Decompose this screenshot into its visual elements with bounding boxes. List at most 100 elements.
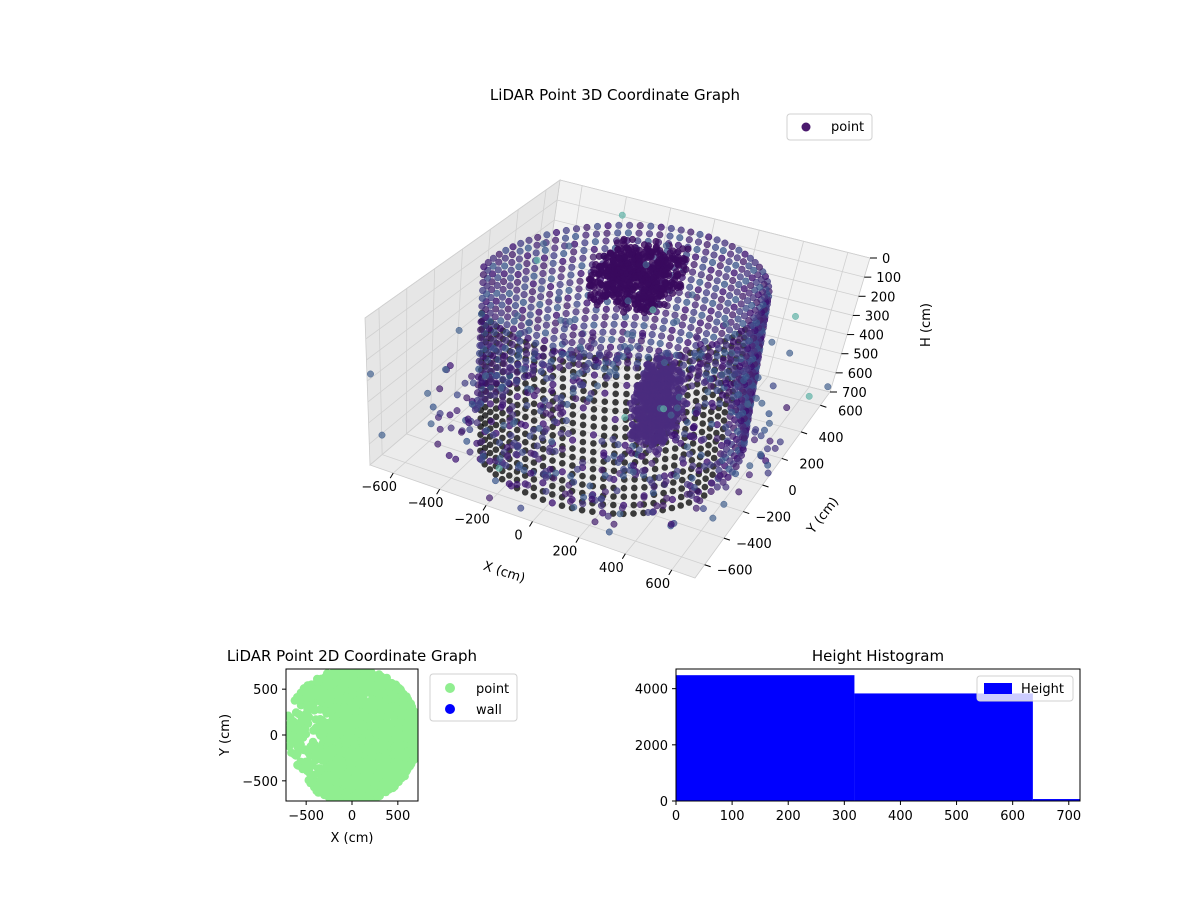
data-point-3d [671,311,679,319]
data-point-3d [729,338,737,346]
data-point-3d [533,256,541,264]
data-point-3d [694,402,702,410]
data-point-3d [677,283,685,291]
data-point-3d [492,413,500,421]
data-point-3d [530,417,538,424]
data-point-3d [546,290,554,298]
data-point-3d [545,362,553,370]
data-point-3d [579,381,587,389]
data-point-3d [617,244,626,253]
data-point-3d [491,313,499,321]
data-point-3d [476,334,484,342]
data-point-3d [699,359,707,367]
data-point-3d [662,309,670,317]
data-point-3d [701,400,709,408]
data-point-3d [649,386,657,394]
chart-2d: LiDAR Point 2D Coordinate Graph −500 0 500… [218,647,518,846]
data-point-3d [528,295,536,303]
data-point-3d [660,317,668,325]
data-point-3d [649,489,657,497]
data-point-3d [508,366,516,374]
data-point-3d [718,457,726,464]
data-point-3d [483,427,491,434]
data-point-3d [622,424,629,432]
data-point-3d [713,236,721,244]
data-point-3d [533,241,541,249]
data-point-3d [552,469,560,477]
data-point-3d [532,249,540,257]
data-point-3d [589,333,597,341]
data-point-3d [711,243,720,251]
data-point-3d [514,312,522,320]
data-point-3d [558,485,566,493]
data-point-3d [538,277,546,285]
data-point-3d [504,305,512,313]
data-point-3d [550,334,558,342]
data-point-3d [710,333,718,341]
data-point-3d [648,330,656,339]
data-point-3d [618,211,626,219]
data-point-3d [591,238,599,246]
data-point-3d [732,463,740,471]
data-point-3d [703,241,711,249]
data-point-3d [475,365,483,373]
data-point-3d [498,293,507,301]
data-point-3d [491,321,499,329]
data-point-3d [696,340,704,348]
data-point-3d [446,411,454,419]
data-point-3d [572,308,580,316]
data-point-3d [512,450,520,458]
data-point-3d [620,235,628,243]
data-point-3d [475,357,483,365]
data-point-3d [655,446,663,454]
data-point-3d [609,273,617,281]
data-point-3d [507,482,515,490]
data-point-3d [517,322,525,330]
data-point-3d [510,317,518,325]
data-point-3d [559,257,567,265]
data-point-3d [631,484,638,492]
data-point-3d [668,252,676,260]
data-point-3d [590,266,598,274]
data-point-3d [744,400,752,408]
data-point-3d [692,352,700,360]
data-point-3d [676,370,684,378]
data-point-3d [792,312,799,320]
data-point-3d [610,501,617,509]
data-point-3d [698,428,706,436]
data-point-3d [730,269,738,277]
data-point-3d [720,500,728,508]
data-point-3d [522,413,529,421]
data-point-3d [545,298,553,306]
data-point-3d [739,347,747,355]
data-point-3d [668,326,676,334]
data-point-3d [512,294,520,302]
data-point-3d [488,270,497,278]
data-point-3d [508,348,516,356]
data-point-3d [734,315,742,323]
data-point-3d [539,420,547,428]
data-point-3d [488,360,496,368]
data-point-3d [487,408,494,416]
data-point-3d [667,376,675,384]
data-point-3d [702,475,709,483]
data-point-3d [612,305,621,313]
data-point-3d [590,440,597,447]
data-point-3d [601,472,609,479]
tick-label-x-3d: −400 [408,496,444,511]
data-point-3d [599,509,607,517]
data-point-3d [587,291,595,299]
data-point-3d [662,384,670,392]
data-point-3d [478,294,486,302]
data-point-3d [558,477,566,484]
data-point-3d [465,419,473,427]
tick-mark-x-3d [389,472,394,479]
data-point-3d [734,342,742,350]
data-point-3d [713,277,721,285]
data-point-3d [695,326,703,334]
data-point-3d [700,378,708,387]
data-point-3d [427,420,435,428]
data-point-3d [715,473,723,481]
data-point-3d [557,316,565,324]
data-point-3d [476,349,484,357]
